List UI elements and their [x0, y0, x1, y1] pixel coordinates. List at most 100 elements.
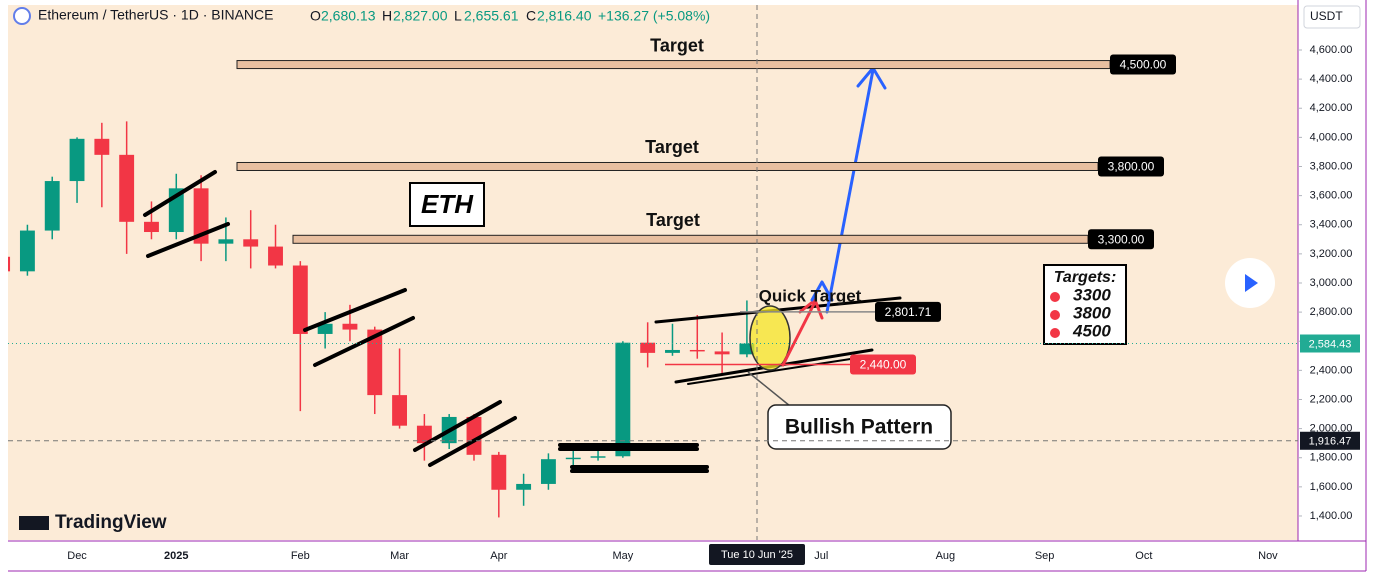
candle-body	[292, 265, 308, 334]
candle-body	[243, 239, 259, 247]
ohlc-key: O	[310, 8, 321, 24]
candle-body	[392, 395, 408, 426]
x-tick-label: Nov	[1258, 550, 1278, 562]
y-tick-label: 2,400.00	[1310, 364, 1353, 376]
crosshair-x-label: Tue 10 Jun '25	[721, 549, 793, 561]
level-label: 2,801.71	[885, 305, 932, 319]
brand: TradingView	[55, 512, 167, 533]
y-tick-label: 4,200.00	[1310, 102, 1353, 114]
targets-title: Targets:	[1054, 269, 1117, 286]
x-tick-label: Aug	[936, 550, 956, 562]
currency-button[interactable]	[1303, 5, 1361, 29]
candle-body	[44, 181, 60, 231]
ohlc-value: 2,816.40	[537, 8, 592, 24]
target-value: 4500	[1072, 321, 1111, 340]
ohlc-key: L	[454, 8, 462, 24]
brand-logo	[19, 516, 49, 530]
candle-body	[119, 154, 135, 222]
y-tick-label: 3,400.00	[1310, 219, 1353, 231]
ohlc-key: H	[382, 8, 392, 24]
level-label-box	[1110, 54, 1176, 75]
x-tick-label: Feb	[291, 550, 310, 562]
candle-body	[367, 329, 383, 396]
symbol-icon	[13, 7, 31, 25]
change: +136.27 (+5.08%)	[598, 8, 710, 24]
candle-body	[565, 457, 581, 460]
y-tick-label: 2,000.00	[1310, 423, 1353, 435]
callout-box	[767, 404, 952, 450]
y-tick-label: 4,400.00	[1310, 73, 1353, 85]
y-tick-label: 2,200.00	[1310, 393, 1353, 405]
channel-line	[313, 316, 415, 367]
y-tick-label: 3,000.00	[1310, 277, 1353, 289]
target-icon	[1048, 308, 1062, 322]
candle-body	[94, 138, 110, 155]
level-label-box	[1098, 156, 1164, 177]
candle-body	[19, 230, 35, 272]
target-value: 3300	[1073, 285, 1111, 304]
candle-body	[8, 256, 11, 272]
wedge-line	[687, 355, 871, 385]
candle-body	[665, 349, 680, 353]
x-tick-label: Apr	[490, 550, 507, 562]
x-tick-label: Sep	[1035, 550, 1055, 562]
y-tick-label: 3,600.00	[1310, 190, 1353, 202]
candle-body	[615, 342, 631, 457]
level-label: 2,440.00	[860, 358, 907, 372]
target-icon	[1048, 290, 1062, 304]
ohlc-value: 2,680.13	[321, 8, 376, 24]
x-tick-label: 2025	[164, 550, 188, 562]
target-title: Target	[646, 210, 700, 230]
y-tick-label: 2,800.00	[1310, 306, 1353, 318]
channel-line	[303, 288, 407, 332]
candle-body	[540, 459, 556, 484]
candle-body	[739, 343, 755, 355]
highlight-ellipse	[749, 305, 791, 371]
quick-target: Quick Target	[759, 286, 862, 305]
y-tick-label: 1,400.00	[1310, 510, 1353, 522]
y-tick-label: 3,200.00	[1310, 248, 1353, 260]
channel-line	[428, 416, 517, 467]
level-label-box	[850, 354, 916, 375]
y-tick-label: 3,800.00	[1310, 160, 1353, 172]
candle-body	[516, 483, 532, 490]
level-label-box	[875, 301, 941, 322]
candle-body	[193, 188, 209, 244]
candle-body	[342, 323, 358, 330]
eth-box	[409, 182, 485, 227]
candle-body	[689, 349, 705, 352]
level-label: 3,800.00	[1108, 160, 1155, 174]
target-icon	[1048, 326, 1062, 340]
x-tick-label: Jul	[814, 550, 828, 562]
y-tick-label: 4,600.00	[1310, 44, 1353, 56]
target-zone	[292, 234, 1089, 244]
level-label-box	[1088, 229, 1154, 250]
y-tick-label: 1,800.00	[1310, 452, 1353, 464]
eth-label: ETH	[421, 189, 474, 219]
candle-body	[714, 351, 730, 355]
callout-pointer	[747, 371, 791, 407]
channel-line	[413, 400, 502, 452]
currency: USDT	[1310, 9, 1343, 23]
y-tick-label: 4,000.00	[1310, 131, 1353, 143]
ohlc-value: 2,655.61	[464, 8, 519, 24]
candle-body	[69, 138, 85, 182]
last-price-box	[1300, 334, 1360, 353]
target-title: Target	[650, 35, 704, 55]
candle-body	[491, 454, 507, 490]
arrow	[825, 68, 875, 314]
last-price-label: 2,584.43	[1309, 338, 1352, 350]
target-title: Target	[645, 137, 699, 157]
target-zone	[236, 60, 1111, 70]
target-value: 3800	[1073, 303, 1111, 322]
x-tick-label: Oct	[1135, 550, 1152, 562]
play-icon	[1245, 274, 1258, 292]
x-tick-label: Mar	[390, 550, 409, 562]
channel-line	[143, 170, 217, 217]
x-tick-label: Dec	[67, 550, 87, 562]
crosshair-x-box	[709, 544, 805, 565]
target-zone	[236, 161, 1099, 171]
